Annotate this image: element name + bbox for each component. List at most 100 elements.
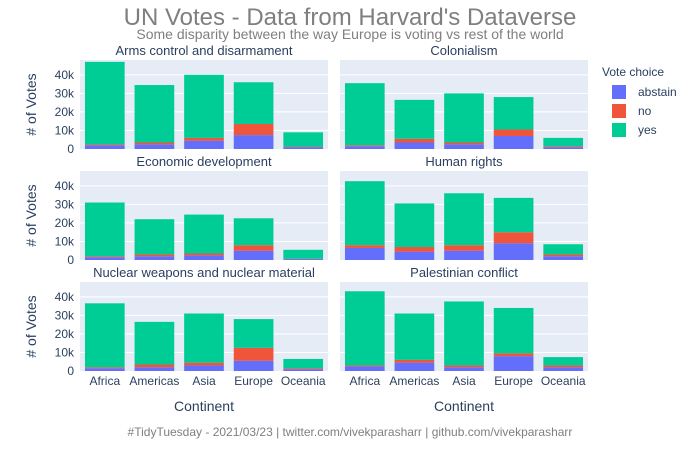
panel-title-colonialism: Colonialism xyxy=(430,43,497,58)
bar-palestinian-conflict-africa-no xyxy=(344,365,385,367)
bar-palestinian-conflict-oceania-abstain xyxy=(543,367,584,371)
legend-title: Vote choice xyxy=(602,65,664,79)
x-tick-label: Africa xyxy=(89,374,120,388)
bar-arms-control-and-disarmament-africa-yes xyxy=(84,61,125,145)
bar-palestinian-conflict-oceania-no xyxy=(543,365,584,368)
bar-palestinian-conflict-americas-abstain xyxy=(394,362,435,371)
bar-human-rights-asia-abstain xyxy=(444,250,484,260)
bar-arms-control-and-disarmament-oceania-abstain xyxy=(283,147,324,149)
bar-arms-control-and-disarmament-americas-yes xyxy=(134,85,175,143)
bar-palestinian-conflict-africa-abstain xyxy=(344,366,385,371)
y-tick-label: 40k xyxy=(55,290,75,304)
y-tick-label: 40k xyxy=(55,179,75,193)
bar-human-rights-africa-no xyxy=(344,245,385,248)
bar-arms-control-and-disarmament-africa-no xyxy=(84,144,125,146)
y-tick-label: 10k xyxy=(55,234,75,248)
bar-economic-development-europe-yes xyxy=(233,218,274,246)
x-tick-label: Africa xyxy=(349,374,380,388)
bar-palestinian-conflict-europe-no xyxy=(493,353,534,357)
bar-economic-development-africa-abstain xyxy=(84,257,125,260)
bar-colonialism-africa-no xyxy=(344,145,385,147)
bar-arms-control-and-disarmament-asia-abstain xyxy=(184,140,224,149)
bar-arms-control-and-disarmament-europe-yes xyxy=(233,82,274,124)
bar-palestinian-conflict-americas-no xyxy=(394,359,435,363)
chart-footer: #TidyTuesday - 2021/03/23 | twitter.com/… xyxy=(127,425,573,439)
bar-economic-development-americas-abstain xyxy=(134,256,175,260)
bar-nuclear-weapons-and-nuclear-material-asia-yes xyxy=(184,313,224,363)
bar-palestinian-conflict-americas-yes xyxy=(394,313,435,360)
bar-arms-control-and-disarmament-oceania-yes xyxy=(283,132,324,147)
bar-colonialism-americas-no xyxy=(394,138,435,143)
bar-human-rights-americas-no xyxy=(394,247,435,252)
bar-nuclear-weapons-and-nuclear-material-oceania-yes xyxy=(283,358,324,369)
bar-economic-development-asia-yes xyxy=(184,214,224,254)
bar-human-rights-europe-yes xyxy=(493,197,534,233)
bar-palestinian-conflict-asia-abstain xyxy=(444,367,484,371)
bar-nuclear-weapons-and-nuclear-material-asia-no xyxy=(184,362,224,366)
bar-nuclear-weapons-and-nuclear-material-americas-abstain xyxy=(134,367,175,371)
bar-arms-control-and-disarmament-americas-abstain xyxy=(134,144,175,149)
bar-palestinian-conflict-asia-no xyxy=(444,365,484,368)
bar-nuclear-weapons-and-nuclear-material-africa-no xyxy=(84,367,125,369)
bar-nuclear-weapons-and-nuclear-material-europe-yes xyxy=(233,319,274,348)
y-tick-label: 20k xyxy=(55,105,75,119)
chart-subtitle: Some disparity between the way Europe is… xyxy=(136,26,564,42)
x-tick-label: Oceania xyxy=(281,374,326,388)
bar-human-rights-europe-no xyxy=(493,232,534,244)
bar-economic-development-americas-yes xyxy=(134,219,175,255)
bar-economic-development-oceania-yes xyxy=(283,249,324,259)
bar-colonialism-oceania-yes xyxy=(543,137,584,147)
panel-title-palestinian-conflict: Palestinian conflict xyxy=(410,265,518,280)
bar-palestinian-conflict-europe-abstain xyxy=(493,356,534,371)
y-tick-label: 0 xyxy=(67,364,74,378)
bar-arms-control-and-disarmament-africa-abstain xyxy=(84,145,125,149)
legend-label-yes: yes xyxy=(638,123,657,137)
bar-colonialism-africa-abstain xyxy=(344,146,385,149)
bar-human-rights-africa-abstain xyxy=(344,247,385,260)
bar-human-rights-americas-abstain xyxy=(394,251,435,260)
bar-colonialism-americas-yes xyxy=(394,99,435,139)
bar-colonialism-asia-yes xyxy=(444,93,484,143)
bar-nuclear-weapons-and-nuclear-material-oceania-no xyxy=(283,368,324,370)
bar-colonialism-africa-yes xyxy=(344,83,385,146)
y-axis-label: # of Votes xyxy=(23,184,39,246)
bar-economic-development-asia-no xyxy=(184,253,224,256)
bar-human-rights-europe-abstain xyxy=(493,243,534,260)
x-axis-label: Continent xyxy=(174,398,234,414)
x-tick-label: Asia xyxy=(452,374,476,388)
panel-title-arms-control-and-disarmament: Arms control and disarmament xyxy=(115,43,292,58)
bar-economic-development-africa-yes xyxy=(84,202,125,257)
y-tick-label: 30k xyxy=(55,308,75,322)
x-tick-label: Asia xyxy=(192,374,216,388)
x-tick-label: Europe xyxy=(234,374,273,388)
legend-swatch-yes xyxy=(612,123,626,137)
x-tick-label: Americas xyxy=(389,374,439,388)
bar-human-rights-oceania-no xyxy=(543,254,584,257)
bar-human-rights-americas-yes xyxy=(394,203,435,248)
bar-arms-control-and-disarmament-asia-no xyxy=(184,137,224,141)
legend-swatch-no xyxy=(612,104,626,118)
bar-arms-control-and-disarmament-asia-yes xyxy=(184,74,224,138)
panel-title-economic-development: Economic development xyxy=(136,154,272,169)
y-tick-label: 30k xyxy=(55,86,75,100)
bar-colonialism-europe-no xyxy=(493,129,534,137)
bar-palestinian-conflict-oceania-yes xyxy=(543,357,584,366)
bar-colonialism-oceania-abstain xyxy=(543,147,584,149)
bar-economic-development-oceania-abstain xyxy=(283,259,324,260)
bar-nuclear-weapons-and-nuclear-material-africa-yes xyxy=(84,303,125,368)
bar-nuclear-weapons-and-nuclear-material-oceania-abstain xyxy=(283,369,324,371)
y-tick-label: 0 xyxy=(67,142,74,156)
bar-colonialism-americas-abstain xyxy=(394,142,435,149)
panel-title-human-rights: Human rights xyxy=(425,154,503,169)
bar-economic-development-africa-no xyxy=(84,256,125,258)
bar-colonialism-oceania-no xyxy=(543,146,584,148)
legend-label-abstain: abstain xyxy=(638,85,677,99)
bar-palestinian-conflict-europe-yes xyxy=(493,307,534,354)
bar-arms-control-and-disarmament-europe-abstain xyxy=(233,135,274,149)
bar-nuclear-weapons-and-nuclear-material-americas-yes xyxy=(134,321,175,365)
y-tick-label: 10k xyxy=(55,123,75,137)
legend-swatch-abstain xyxy=(612,85,626,99)
bar-nuclear-weapons-and-nuclear-material-africa-abstain xyxy=(84,368,125,371)
bar-colonialism-asia-abstain xyxy=(444,144,484,149)
